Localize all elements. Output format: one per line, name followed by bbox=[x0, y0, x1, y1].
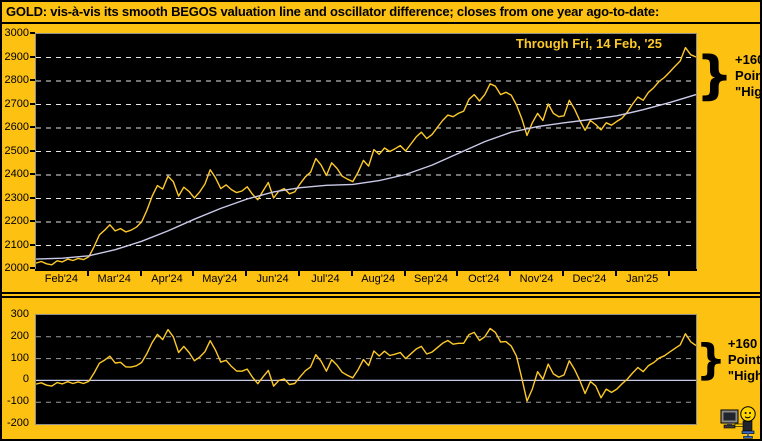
x-axis-month-label: Sep'24 bbox=[414, 273, 448, 285]
upper-annotation-line-1: +160 bbox=[735, 52, 762, 67]
x-axis-month-label: Oct'24 bbox=[468, 273, 500, 285]
oscillator-y-axis-tick-label: 100 bbox=[10, 351, 29, 364]
oscillator-chart-plot bbox=[35, 314, 697, 425]
upper-points-high-annotation: } +160 Points "High" bbox=[696, 46, 762, 106]
price-y-axis-tick-mark bbox=[30, 102, 35, 105]
x-axis-month-label: Jul'24 bbox=[311, 273, 340, 285]
x-axis-tick-mark bbox=[192, 271, 195, 276]
price-y-axis-tick-mark bbox=[30, 149, 35, 152]
x-axis-tick-mark bbox=[86, 271, 89, 276]
x-axis-tick-mark bbox=[509, 271, 512, 276]
x-axis-month-label: May'24 bbox=[202, 273, 238, 285]
price-y-axis-tick-label: 2100 bbox=[4, 238, 29, 251]
oscillator-y-axis-tick-label: 200 bbox=[10, 329, 29, 342]
x-axis-line bbox=[35, 269, 697, 271]
valuation-line bbox=[36, 93, 696, 260]
x-axis-month-label: Jan'25 bbox=[626, 273, 659, 285]
chart-title: GOLD: vis-à-vis its smooth BEGOS valuati… bbox=[2, 2, 760, 24]
x-axis-month-label: Apr'24 bbox=[151, 273, 183, 285]
lower-annotation-line-2: Points bbox=[727, 352, 761, 367]
lower-annotation-line-1: +160 bbox=[727, 336, 758, 351]
lower-points-high-annotation: } +160 Points "High" bbox=[696, 335, 761, 384]
oscillator-line bbox=[36, 327, 696, 402]
price-y-axis-tick-mark bbox=[30, 173, 35, 175]
panel-divider-top bbox=[2, 292, 760, 294]
price-chart-plot bbox=[35, 33, 697, 270]
price-y-axis-tick-mark bbox=[30, 55, 35, 58]
upper-annotation-line-3: "High" bbox=[735, 84, 762, 99]
x-axis-tick-mark bbox=[667, 271, 670, 276]
price-y-axis-tick-label: 2200 bbox=[4, 215, 29, 227]
x-axis-month-label: Aug'24 bbox=[361, 273, 396, 285]
panel-divider-bottom bbox=[2, 296, 760, 298]
x-axis-tick-mark bbox=[139, 271, 142, 276]
x-axis-tick-mark bbox=[562, 271, 564, 276]
x-axis-tick-mark bbox=[403, 271, 406, 276]
upper-annotation-line-2: Points bbox=[735, 68, 760, 83]
x-axis-tick-mark bbox=[298, 271, 300, 276]
x-axis-tick-mark bbox=[456, 271, 459, 276]
x-axis-month-label: Feb'24 bbox=[44, 273, 79, 285]
price-y-axis-tick-label: 2700 bbox=[4, 97, 29, 110]
x-axis-tick-mark bbox=[245, 271, 248, 276]
oscillator-y-axis-tick-label: 0 bbox=[22, 373, 29, 386]
x-axis-month-label: Mar'24 bbox=[97, 273, 131, 285]
lower-annotation-line-3: "High" bbox=[727, 368, 760, 383]
price-y-axis-tick-mark bbox=[30, 32, 35, 34]
price-y-axis-tick-label: 2600 bbox=[4, 121, 29, 133]
price-line bbox=[36, 46, 696, 266]
x-axis-tick-mark bbox=[350, 271, 353, 276]
price-y-axis-tick-mark bbox=[30, 243, 35, 246]
price-y-axis-tick-label: 2800 bbox=[4, 74, 29, 86]
x-axis-month-label: Nov'24 bbox=[519, 273, 554, 285]
x-axis-month-label: Jun'24 bbox=[256, 273, 289, 285]
brace-icon: } bbox=[696, 46, 734, 106]
price-y-axis-tick-label: 2900 bbox=[4, 50, 29, 63]
price-y-axis-tick-mark bbox=[30, 267, 35, 269]
oscillator-y-axis-tick-label: 300 bbox=[10, 308, 29, 320]
price-y-axis-tick-label: 2000 bbox=[4, 262, 29, 274]
oscillator-y-axis-tick-label: -200 bbox=[6, 417, 29, 429]
price-y-axis-tick-mark bbox=[30, 79, 35, 81]
brace-icon: } bbox=[696, 335, 726, 384]
price-y-axis-tick-mark bbox=[30, 196, 35, 199]
price-y-axis-tick-label: 2500 bbox=[4, 144, 29, 157]
through-date-label: Through Fri, 14 Feb, '25 bbox=[515, 36, 662, 51]
price-y-axis-tick-mark bbox=[30, 220, 35, 222]
x-axis-tick-mark bbox=[614, 271, 617, 276]
analyst-at-computer-icon bbox=[720, 406, 756, 439]
oscillator-y-axis-tick-label: -100 bbox=[6, 395, 29, 408]
price-y-axis-tick-mark bbox=[30, 126, 35, 128]
x-axis-month-label: Dec'24 bbox=[572, 273, 607, 285]
price-y-axis-tick-label: 3000 bbox=[4, 27, 29, 39]
price-y-axis-tick-label: 2400 bbox=[4, 168, 29, 180]
price-y-axis-tick-label: 2300 bbox=[4, 191, 29, 204]
